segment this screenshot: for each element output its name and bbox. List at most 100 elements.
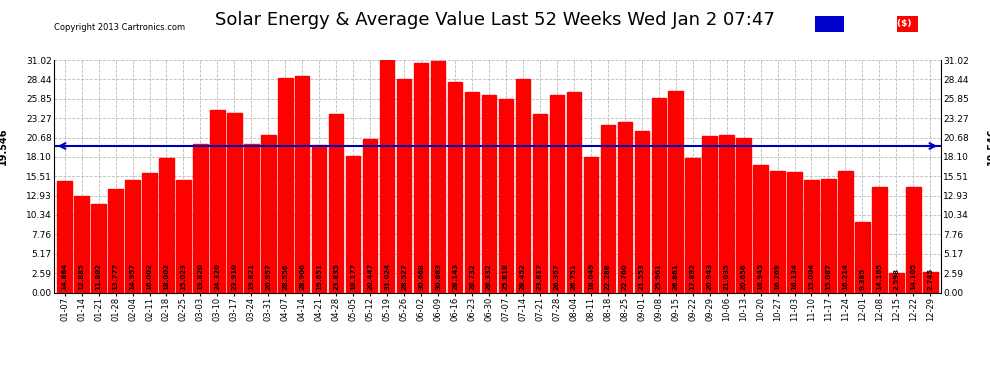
- Bar: [159, 158, 173, 292]
- Bar: [533, 114, 547, 292]
- Bar: [380, 60, 394, 292]
- Bar: [618, 122, 632, 292]
- Text: 20.957: 20.957: [265, 263, 271, 290]
- Bar: [635, 131, 649, 292]
- Bar: [91, 204, 106, 292]
- Text: 23.817: 23.817: [537, 263, 543, 290]
- Text: 16.002: 16.002: [147, 263, 152, 290]
- Bar: [126, 180, 140, 292]
- Bar: [668, 91, 683, 292]
- Text: 9.385: 9.385: [859, 268, 865, 290]
- Bar: [447, 82, 462, 292]
- Text: 19.820: 19.820: [197, 263, 203, 290]
- Bar: [822, 179, 836, 292]
- Text: 25.961: 25.961: [655, 264, 661, 290]
- Text: Daily  ($): Daily ($): [922, 19, 968, 28]
- Bar: [685, 158, 700, 292]
- Text: 19.546: 19.546: [0, 127, 8, 165]
- Bar: [897, 16, 918, 32]
- Text: 14.957: 14.957: [130, 263, 136, 290]
- Bar: [703, 135, 717, 292]
- Bar: [516, 79, 531, 292]
- Bar: [108, 189, 123, 292]
- Bar: [210, 110, 225, 292]
- Text: 28.452: 28.452: [520, 263, 526, 290]
- Bar: [74, 196, 89, 292]
- Bar: [601, 126, 615, 292]
- Bar: [787, 172, 802, 292]
- Text: 23.910: 23.910: [232, 263, 238, 290]
- Bar: [651, 98, 666, 292]
- Text: 18.177: 18.177: [350, 263, 356, 290]
- Bar: [464, 92, 479, 292]
- Text: Average  ($): Average ($): [849, 19, 912, 28]
- Text: 20.447: 20.447: [367, 263, 373, 290]
- Bar: [906, 187, 921, 292]
- Text: 22.288: 22.288: [605, 264, 611, 290]
- Bar: [770, 171, 785, 292]
- Bar: [855, 222, 869, 292]
- Text: 13.777: 13.777: [113, 263, 119, 290]
- Text: 31.024: 31.024: [384, 263, 390, 290]
- Text: 24.320: 24.320: [215, 263, 221, 290]
- Bar: [414, 63, 429, 292]
- Bar: [549, 95, 564, 292]
- Bar: [143, 172, 156, 292]
- Bar: [176, 180, 191, 292]
- Text: 14.105: 14.105: [876, 263, 882, 290]
- Text: 20.943: 20.943: [707, 263, 713, 290]
- Text: 15.004: 15.004: [809, 263, 815, 290]
- Text: 22.760: 22.760: [622, 264, 628, 290]
- Bar: [566, 92, 581, 292]
- Bar: [889, 273, 904, 292]
- Text: 26.332: 26.332: [486, 264, 492, 290]
- Bar: [872, 187, 887, 292]
- Text: 16.269: 16.269: [774, 264, 780, 290]
- Bar: [312, 145, 327, 292]
- Bar: [227, 113, 242, 292]
- Text: 25.818: 25.818: [503, 263, 509, 290]
- Bar: [584, 157, 598, 292]
- Bar: [923, 272, 938, 292]
- Text: 26.732: 26.732: [469, 264, 475, 290]
- Text: 16.134: 16.134: [792, 263, 798, 290]
- Bar: [839, 171, 852, 292]
- Bar: [193, 144, 208, 292]
- Bar: [329, 114, 344, 292]
- Text: 20.656: 20.656: [741, 264, 746, 290]
- Bar: [295, 76, 310, 292]
- Text: 16.945: 16.945: [757, 263, 763, 290]
- Bar: [431, 61, 446, 292]
- Bar: [482, 95, 496, 292]
- Text: 16.214: 16.214: [842, 263, 848, 290]
- Text: 19.821: 19.821: [248, 263, 254, 290]
- Text: 19.546: 19.546: [987, 127, 990, 165]
- Text: 23.835: 23.835: [334, 263, 340, 290]
- Bar: [346, 156, 360, 292]
- Text: 15.023: 15.023: [180, 263, 186, 290]
- Bar: [499, 99, 513, 292]
- Text: 14.864: 14.864: [61, 263, 67, 290]
- Bar: [737, 138, 750, 292]
- Text: 15.087: 15.087: [826, 263, 832, 290]
- Bar: [753, 165, 768, 292]
- Text: 17.892: 17.892: [690, 263, 696, 290]
- Bar: [804, 180, 819, 292]
- Text: 11.802: 11.802: [96, 263, 102, 290]
- Text: 26.861: 26.861: [672, 264, 679, 290]
- Bar: [245, 144, 258, 292]
- Text: 30.863: 30.863: [435, 263, 442, 290]
- Text: 2.598: 2.598: [893, 268, 899, 290]
- Text: 28.556: 28.556: [282, 264, 288, 290]
- Text: 28.143: 28.143: [452, 263, 458, 290]
- Text: 18.049: 18.049: [588, 263, 594, 290]
- Text: 26.751: 26.751: [571, 264, 577, 290]
- Bar: [57, 181, 72, 292]
- Text: 21.035: 21.035: [724, 263, 730, 290]
- Bar: [278, 78, 292, 292]
- Bar: [397, 79, 411, 292]
- Bar: [363, 139, 377, 292]
- Text: 14.105: 14.105: [911, 263, 917, 290]
- Text: Solar Energy & Average Value Last 52 Weeks Wed Jan 2 07:47: Solar Energy & Average Value Last 52 Wee…: [215, 11, 775, 29]
- Text: 28.527: 28.527: [401, 264, 407, 290]
